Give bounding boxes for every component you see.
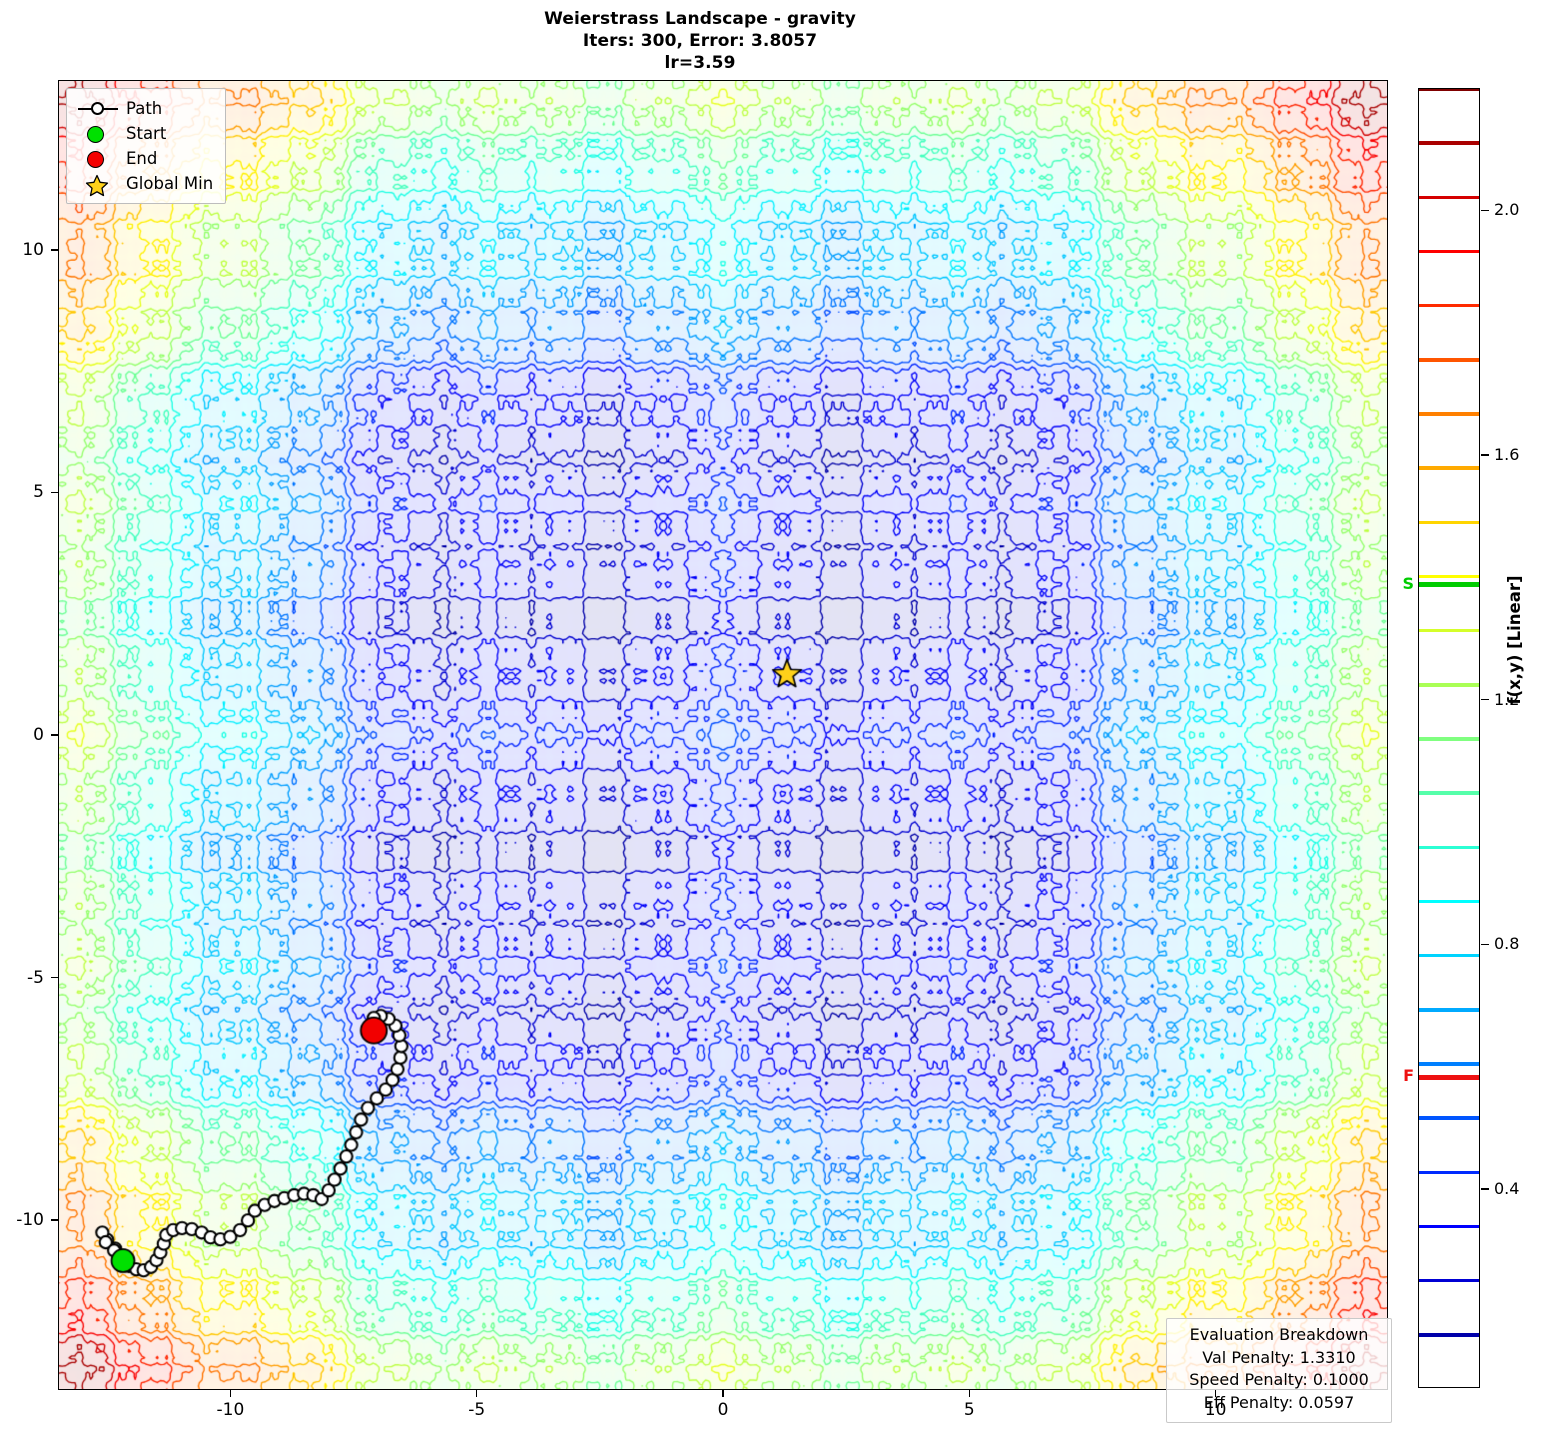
y-tick-label: -5 — [27, 967, 44, 988]
x-tick-mark — [229, 1390, 232, 1397]
y-tick-mark — [51, 1219, 58, 1221]
legend-item-start: Start — [76, 121, 213, 146]
colorbar-tick-label: 1.2 — [1494, 689, 1520, 709]
y-tick-mark — [51, 976, 58, 979]
colorbar-tick-label: 0.8 — [1494, 934, 1520, 954]
colorbar-level-line — [1419, 303, 1479, 308]
colorbar-level-line — [1419, 141, 1479, 145]
contour-plot-axes — [58, 80, 1388, 1390]
colorbar-level-line — [1419, 574, 1479, 579]
colorbar-tick-mark — [1481, 209, 1489, 212]
y-tick-mark — [51, 249, 58, 251]
colorbar-level-line — [1419, 466, 1479, 470]
colorbar-level-line — [1419, 1278, 1479, 1283]
colorbar-level-line — [1419, 1116, 1479, 1120]
val-penalty-text: Val Penalty: 1.3310 — [1202, 1347, 1356, 1367]
colorbar-level-line — [1419, 899, 1479, 904]
x-tick-mark — [722, 1390, 724, 1397]
colorbar-tick-mark — [1481, 943, 1489, 946]
y-tick-label: 10 — [22, 239, 44, 260]
x-tick-label: -10 — [216, 1400, 245, 1420]
legend-item-global-min: Global Min — [76, 171, 213, 196]
speed-penalty-text: Speed Penalty: 0.1000 — [1189, 1370, 1369, 1390]
title-line-2: Iters: 300, Error: 3.8057 — [582, 31, 818, 52]
colorbar-level-line — [1419, 1387, 1479, 1388]
x-tick-mark — [968, 1390, 970, 1397]
colorbar-level-line — [1419, 358, 1479, 362]
legend-item-path: Path — [76, 96, 213, 121]
colorbar-tick-label: 2.0 — [1494, 200, 1520, 220]
path-line-marker-icon — [76, 98, 120, 120]
green-circle-icon — [76, 123, 120, 145]
evaluation-breakdown-box: Evaluation Breakdown Val Penalty: 1.3310… — [1166, 1318, 1392, 1423]
x-tick-label: -5 — [468, 1400, 486, 1420]
legend-item-end: End — [76, 146, 213, 171]
legend-label-path: Path — [126, 99, 163, 118]
colorbar-level-line — [1419, 89, 1479, 91]
y-tick-mark — [51, 734, 58, 736]
plot-legend: Path Start End Global Min — [66, 88, 227, 204]
title-line-1: Weierstrass Landscape - gravity — [544, 9, 856, 29]
colorbar-level-line — [1419, 791, 1479, 795]
colorbar-marker-line-s — [1419, 582, 1479, 588]
colorbar-marker-line-f — [1419, 1074, 1479, 1080]
colorbar-level-line — [1419, 249, 1479, 254]
x-tick-mark — [476, 1390, 478, 1397]
y-tick-label: 0 — [33, 725, 44, 745]
colorbar-level-line — [1419, 1062, 1479, 1066]
colorbar-level-line — [1419, 1170, 1479, 1175]
colorbar-level-line — [1419, 1333, 1479, 1337]
y-tick-mark — [51, 491, 58, 494]
x-tick-mark — [1214, 1390, 1217, 1397]
legend-label-end: End — [126, 149, 158, 168]
colorbar-level-line — [1419, 953, 1479, 958]
colorbar-level-line — [1419, 845, 1479, 850]
colorbar-level-line — [1419, 195, 1479, 200]
colorbar — [1418, 88, 1480, 1388]
legend-label-start: Start — [126, 124, 167, 143]
evaluation-breakdown-title: Evaluation Breakdown — [1189, 1325, 1369, 1344]
x-tick-label: 0 — [717, 1400, 729, 1420]
colorbar-marker-label-s: S — [1402, 573, 1414, 593]
red-circle-icon — [76, 148, 120, 170]
y-tick-label: -10 — [16, 1210, 44, 1231]
colorbar-tick-mark — [1481, 454, 1489, 456]
colorbar-level-line — [1419, 412, 1479, 416]
colorbar-level-line — [1419, 737, 1479, 741]
colorbar-tick-label: 1.6 — [1494, 445, 1520, 465]
colorbar-level-line — [1419, 683, 1479, 687]
x-tick-label: 10 — [1204, 1400, 1227, 1420]
x-tick-label: 5 — [963, 1400, 975, 1420]
chart-title: Weierstrass Landscape - gravity Iters: 3… — [0, 8, 1400, 74]
title-line-3: lr=3.59 — [664, 53, 736, 74]
colorbar-level-line — [1419, 520, 1479, 525]
colorbar-tick-mark — [1481, 699, 1489, 701]
colorbar-level-line — [1419, 1008, 1479, 1012]
legend-label-global-min: Global Min — [126, 174, 214, 193]
colorbar-level-line — [1419, 628, 1479, 633]
yellow-star-icon — [76, 173, 120, 196]
y-tick-label: 5 — [33, 482, 44, 503]
colorbar-tick-label: 0.4 — [1494, 1179, 1520, 1199]
colorbar-tick-mark — [1481, 1188, 1489, 1190]
colorbar-body — [1418, 88, 1480, 1388]
colorbar-marker-label-f: F — [1403, 1066, 1414, 1085]
optimizer-path-overlay — [59, 81, 1387, 1389]
colorbar-axis-label: f(x,y) [Linear] — [1505, 575, 1524, 705]
colorbar-level-line — [1419, 1224, 1479, 1229]
eff-penalty-text: Eff Penalty: 0.0597 — [1203, 1393, 1355, 1413]
